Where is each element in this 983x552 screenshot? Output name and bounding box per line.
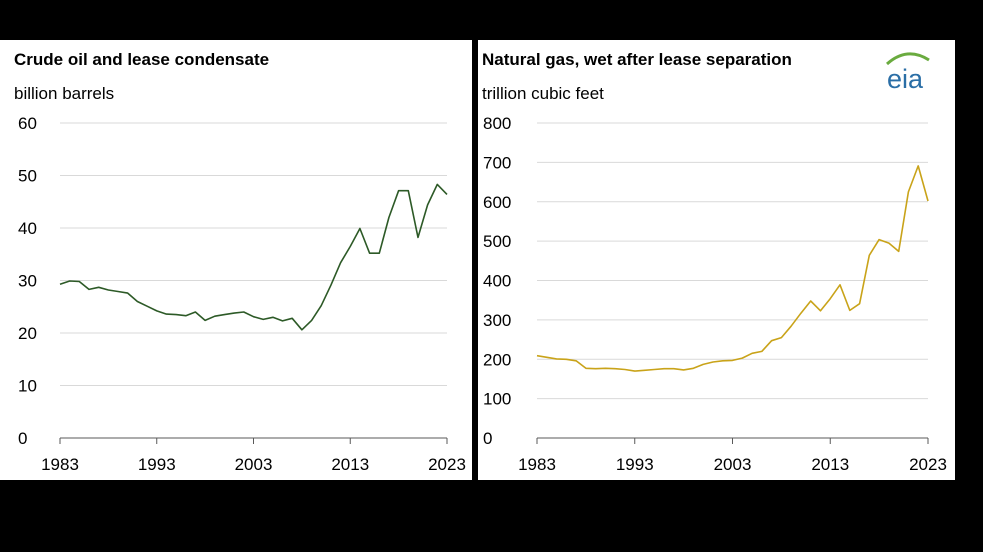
oil-x-tick-label: 2003 <box>235 455 273 474</box>
gas-x-tick-label: 1993 <box>616 455 654 474</box>
gas-x-tick-label: 1983 <box>518 455 556 474</box>
gas-chart-panel: Natural gas, wet after lease separation … <box>478 40 955 480</box>
oil-chart-panel: Crude oil and lease condensate billion b… <box>0 40 472 480</box>
eia-logo-arc <box>885 52 930 66</box>
gas-y-tick-label: 600 <box>483 193 511 212</box>
oil-x-tick-label: 2023 <box>428 455 466 474</box>
oil-y-tick-label: 10 <box>18 377 37 396</box>
gas-y-tick-label: 0 <box>483 429 492 448</box>
oil-line-chart: 60 50 40 30 20 10 0 1983 1993 2003 2013 2023 <box>18 114 466 474</box>
gas-chart-unit: trillion cubic feet <box>482 84 604 103</box>
oil-x-tick-label: 1993 <box>138 455 176 474</box>
oil-y-tick-label: 0 <box>18 429 27 448</box>
oil-x-tick-label: 2013 <box>331 455 369 474</box>
oil-y-tick-label: 60 <box>18 114 37 133</box>
gas-line-chart: 800 700 600 500 400 300 200 100 0 1983 1993 2003 201… <box>483 114 947 474</box>
gas-y-tick-label: 400 <box>483 272 511 291</box>
gas-chart-title: Natural gas, wet after lease separation <box>482 50 792 69</box>
oil-series-line <box>59 183 448 331</box>
gas-y-tick-label: 100 <box>483 390 511 409</box>
gas-y-tick-label: 700 <box>483 153 511 172</box>
oil-y-tick-label: 50 <box>18 167 37 186</box>
gas-y-tick-label: 500 <box>483 232 511 251</box>
gas-y-tick-label: 800 <box>483 114 511 133</box>
oil-chart-title: Crude oil and lease condensate <box>14 50 270 69</box>
gas-series-line <box>536 165 929 372</box>
gas-x-tick-label: 2003 <box>714 455 752 474</box>
gas-x-tick-label: 2013 <box>811 455 849 474</box>
oil-y-tick-label: 20 <box>18 324 37 343</box>
gas-x-tick-label: 2023 <box>909 455 947 474</box>
oil-y-tick-label: 30 <box>18 272 37 291</box>
gas-y-tick-label: 200 <box>483 350 511 369</box>
gas-y-tick-label: 300 <box>483 311 511 330</box>
oil-y-tick-label: 40 <box>18 219 37 238</box>
oil-chart-unit: billion barrels <box>14 84 115 103</box>
eia-logo: eia <box>885 52 930 92</box>
oil-x-tick-label: 1983 <box>41 455 79 474</box>
eia-logo-text: eia <box>887 64 924 92</box>
